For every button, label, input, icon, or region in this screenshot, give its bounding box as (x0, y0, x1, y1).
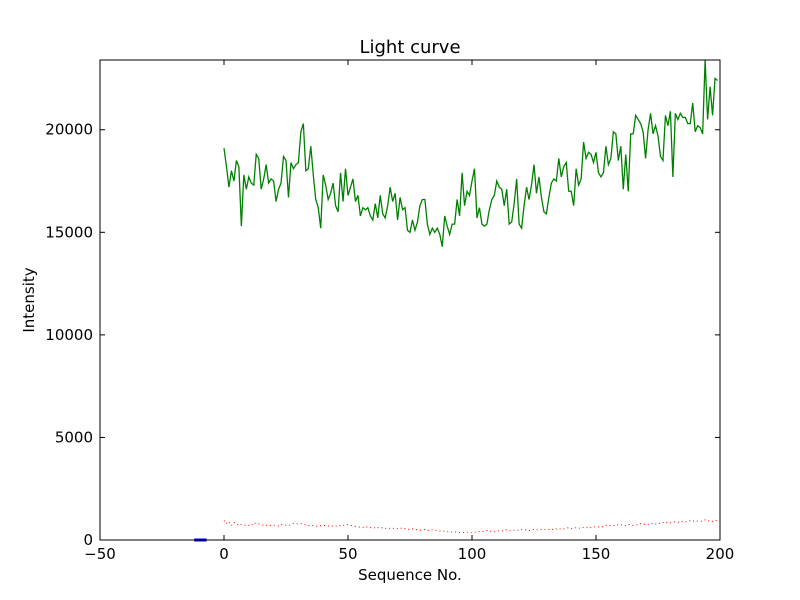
y-tick-label-0: 0 (83, 531, 93, 549)
plot-frame (99, 59, 721, 541)
chart-title: Light curve (359, 37, 460, 58)
x-tick-label-5: 200 (706, 545, 735, 563)
y-tick-label-1: 5000 (55, 428, 93, 446)
y-tick-label-2: 10000 (45, 326, 93, 344)
x-tick-label-1: 0 (219, 545, 229, 563)
x-axis-label: Sequence No. (358, 566, 462, 584)
y-axis-label: Intensity (20, 267, 38, 332)
x-tick-label-2: 50 (338, 545, 357, 563)
y-tick-label-3: 15000 (45, 223, 93, 241)
y-tick-label-4: 20000 (45, 121, 93, 139)
x-tick-label-3: 100 (458, 545, 487, 563)
x-tick-label-0: −50 (84, 545, 116, 563)
series-line-1 (223, 59, 718, 247)
x-tick-label-4: 150 (582, 545, 611, 563)
